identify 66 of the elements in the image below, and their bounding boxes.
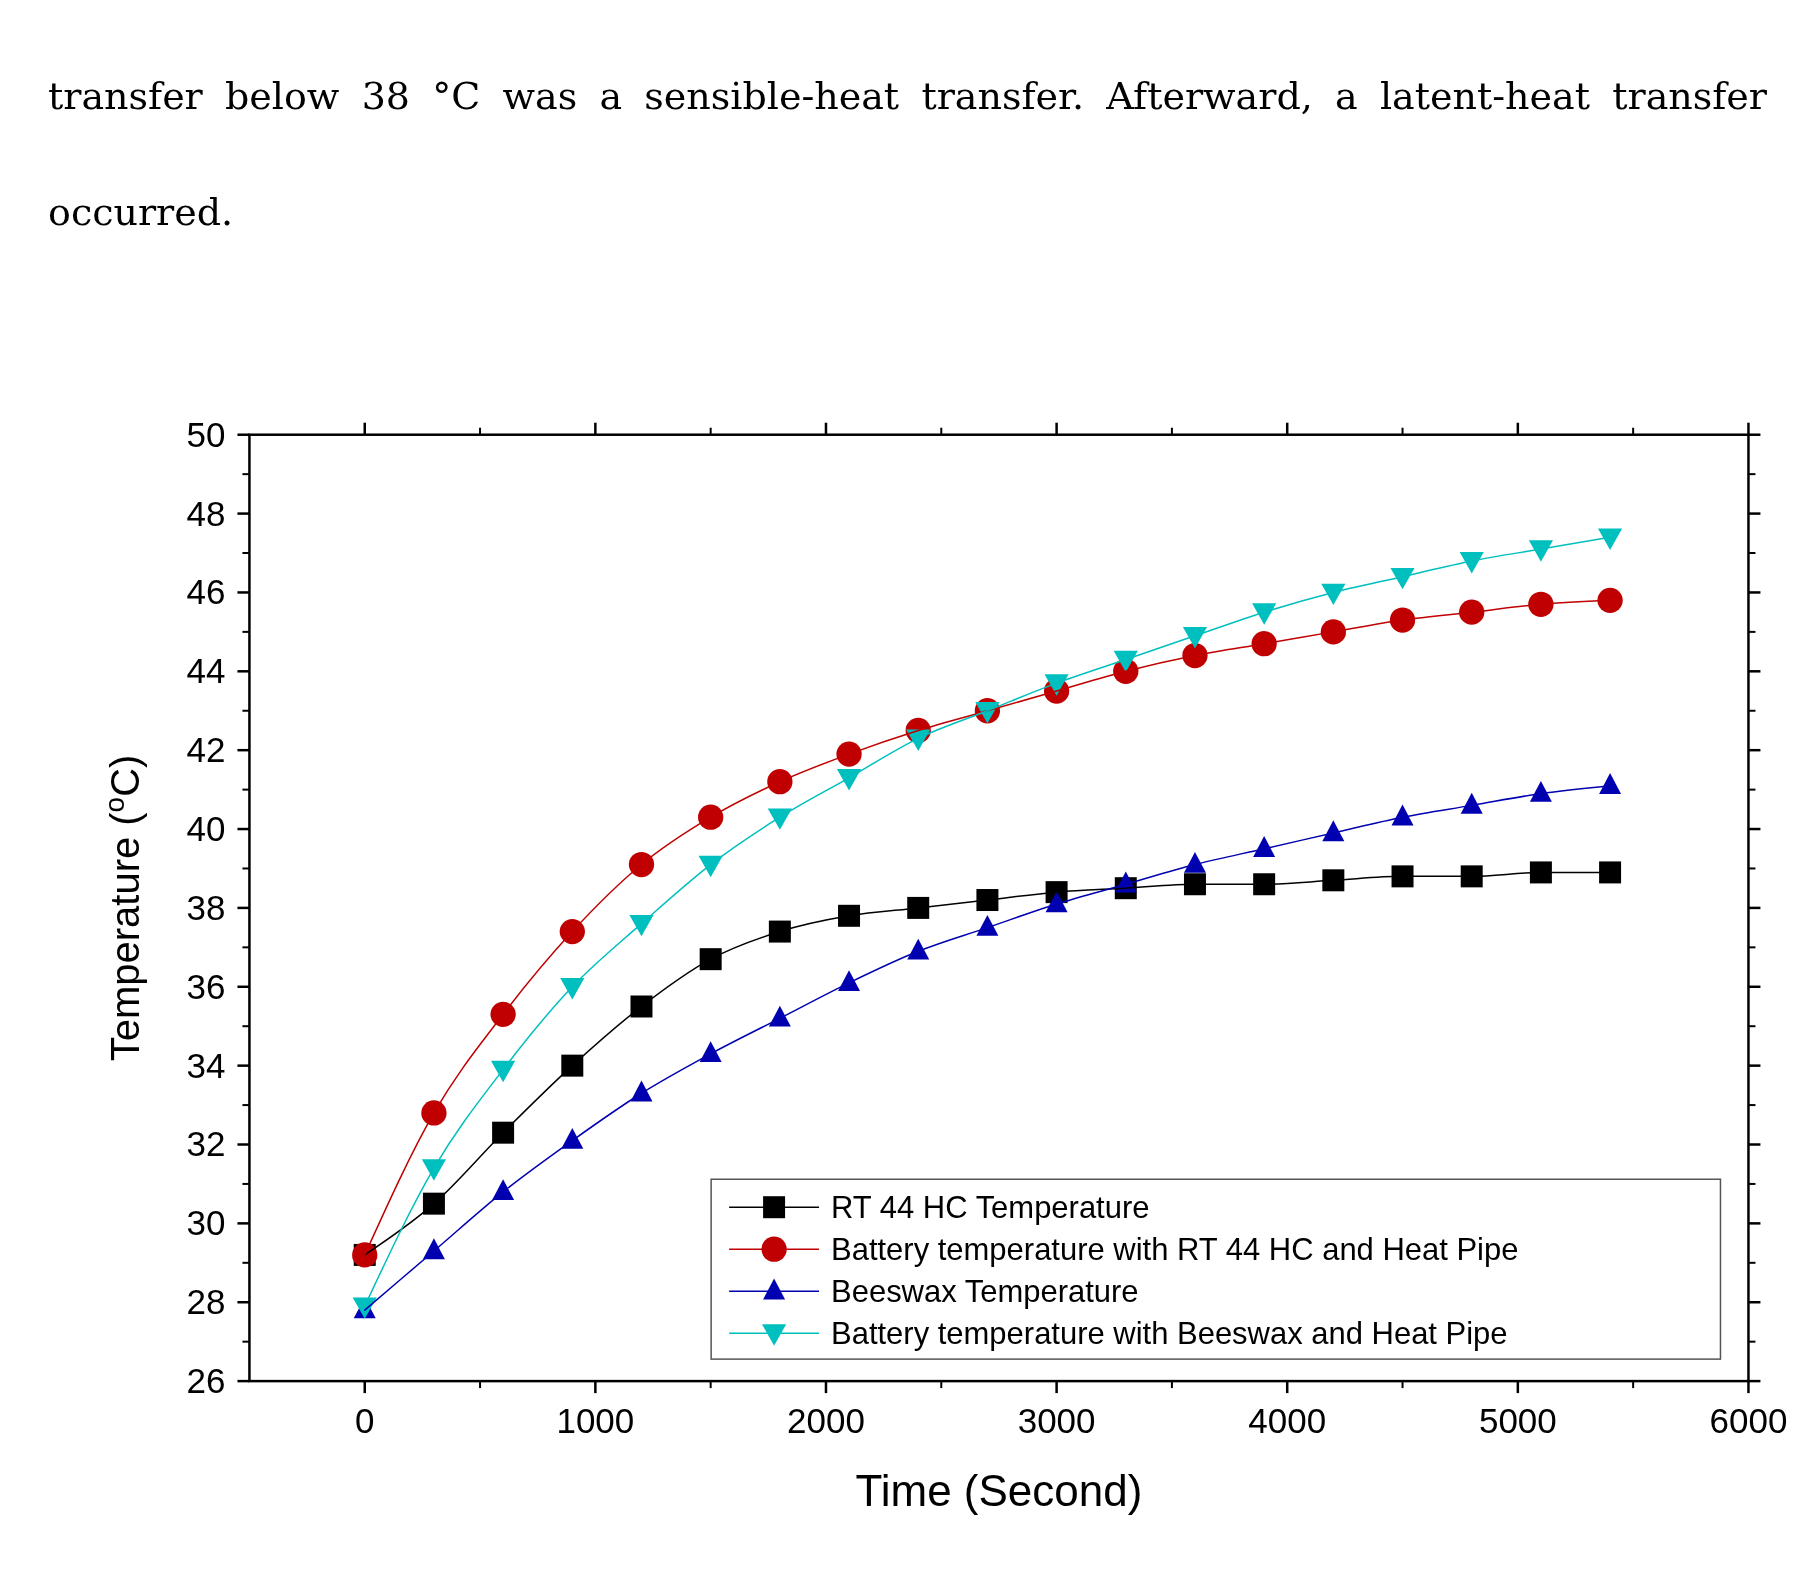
point xyxy=(422,1192,445,1215)
y-tick-label: 40 xyxy=(186,809,226,849)
y-tick-label: 26 xyxy=(186,1361,226,1401)
legend-label: RT 44 HC Temperature xyxy=(831,1190,1150,1226)
point xyxy=(1597,528,1623,550)
point xyxy=(1391,865,1414,888)
point xyxy=(1183,873,1206,896)
point xyxy=(1320,619,1346,645)
legend-label: Battery temperature with Beeswax and Heat Pipe xyxy=(831,1316,1508,1352)
point xyxy=(976,889,999,912)
x-tick-label: 3000 xyxy=(1017,1401,1096,1441)
y-tick-label: 34 xyxy=(186,1045,226,1085)
x-tick-label: 4000 xyxy=(1248,1401,1327,1441)
point xyxy=(1459,552,1484,574)
x-tick-label: 2000 xyxy=(787,1401,865,1441)
point xyxy=(628,851,655,878)
point xyxy=(490,1001,516,1028)
point xyxy=(1528,540,1553,562)
x-tick-label: 0 xyxy=(355,1401,375,1441)
point xyxy=(767,769,793,795)
x-tick-label: 1000 xyxy=(556,1401,635,1441)
point xyxy=(1389,607,1416,633)
point xyxy=(559,918,585,945)
point xyxy=(1182,627,1208,649)
y-tick-label: 28 xyxy=(186,1282,226,1322)
y-tick-label: 30 xyxy=(186,1203,226,1243)
point xyxy=(838,970,861,992)
y-tick-label: 44 xyxy=(186,651,226,691)
point xyxy=(1182,642,1208,669)
x-tick-label: 5000 xyxy=(1478,1401,1557,1441)
point xyxy=(630,995,653,1018)
point xyxy=(907,896,930,919)
point xyxy=(1252,603,1277,625)
point xyxy=(421,1100,447,1126)
point xyxy=(1251,631,1277,657)
point xyxy=(1460,865,1483,888)
point xyxy=(1253,873,1276,896)
point xyxy=(1044,674,1069,696)
x-tick-label: 6000 xyxy=(1709,1401,1788,1441)
point xyxy=(492,1121,515,1144)
point xyxy=(561,1054,584,1077)
point xyxy=(698,804,724,830)
y-tick-label: 32 xyxy=(186,1124,226,1164)
x-axis-title: Time (Second) xyxy=(855,1466,1143,1516)
legend-label: Beeswax Temperature xyxy=(831,1274,1139,1310)
point xyxy=(1322,869,1345,892)
point xyxy=(1597,587,1623,613)
point xyxy=(838,904,861,927)
point xyxy=(1459,599,1485,625)
y-tick-label: 50 xyxy=(186,414,226,454)
y-tick-label: 48 xyxy=(186,493,226,533)
text: transfer below 38 °C was a sensible-heat transfer. Afterward, a latent-heat transfer occurred. xyxy=(48,74,1767,234)
point xyxy=(768,920,791,943)
y-tick-label: 42 xyxy=(186,730,226,770)
point xyxy=(1528,591,1554,617)
y-tick-label: 38 xyxy=(186,887,226,927)
point xyxy=(767,808,792,830)
point xyxy=(836,741,862,767)
y-tick-label: 36 xyxy=(186,966,226,1006)
legend-label: Battery temperature with RT 44 HC and Heat Pipe xyxy=(831,1232,1519,1268)
point xyxy=(1529,861,1552,884)
y-tick-label: 46 xyxy=(186,572,226,612)
point xyxy=(699,948,722,971)
point xyxy=(1390,567,1415,590)
point xyxy=(561,1127,584,1149)
point xyxy=(1599,861,1622,884)
